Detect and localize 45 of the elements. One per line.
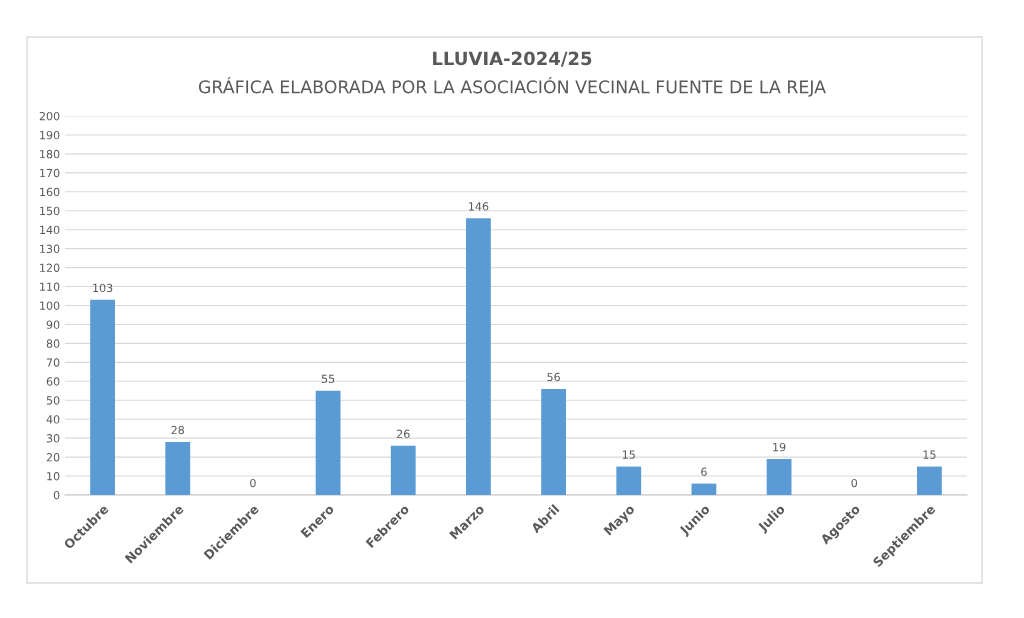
- chart-subtitle: GRÁFICA ELABORADA POR LA ASOCIACIÓN VECINAL FUENTE DE LA REJA: [198, 77, 826, 97]
- y-tick-label: 90: [46, 320, 60, 329]
- y-tick-label: 80: [46, 339, 60, 348]
- bar: [616, 466, 642, 495]
- y-tick-label: 150: [40, 206, 60, 216]
- y-tick-label: 20: [46, 453, 60, 462]
- data-label: 0: [851, 478, 858, 488]
- data-label: 19: [773, 442, 786, 452]
- y-tick-label: 160: [40, 187, 60, 197]
- y-tick-label: 170: [40, 168, 60, 178]
- data-label: 26: [396, 429, 410, 439]
- y-tick-label: 190: [40, 130, 60, 140]
- y-tick-label: 60: [46, 377, 60, 386]
- y-tick-label: 110: [40, 282, 60, 291]
- bar: [917, 466, 942, 495]
- chart-title: LLUVIA-2024/25: [433, 51, 592, 67]
- bar: [390, 445, 416, 495]
- y-tick-label: 50: [46, 396, 60, 405]
- bar: [315, 390, 341, 495]
- data-label: 15: [622, 450, 635, 459]
- data-label: 6: [701, 467, 707, 476]
- bar: [466, 218, 491, 495]
- data-label: 15: [923, 450, 936, 459]
- bar: [541, 388, 566, 495]
- data-label: 56: [547, 372, 560, 382]
- y-tick-label: 120: [40, 263, 60, 272]
- y-tick-label: 40: [46, 415, 60, 424]
- bar: [90, 299, 115, 495]
- y-tick-label: 70: [46, 358, 60, 367]
- y-tick-label: 10: [47, 472, 60, 481]
- bar: [766, 458, 792, 495]
- bar: [165, 441, 191, 495]
- y-tick-label: 100: [40, 301, 60, 310]
- y-tick-label: 180: [40, 149, 60, 159]
- data-label: 0: [250, 478, 256, 488]
- bar: [691, 483, 717, 495]
- data-label: 103: [93, 283, 113, 293]
- y-tick-label: 130: [40, 244, 60, 254]
- data-label: 28: [171, 425, 185, 435]
- data-label: 55: [321, 374, 335, 384]
- y-tick-label: 30: [46, 434, 60, 443]
- y-tick-label: 0: [53, 490, 60, 500]
- data-label: 146: [469, 202, 489, 211]
- y-tick-label: 200: [39, 111, 60, 121]
- y-tick-label: 140: [40, 225, 60, 235]
